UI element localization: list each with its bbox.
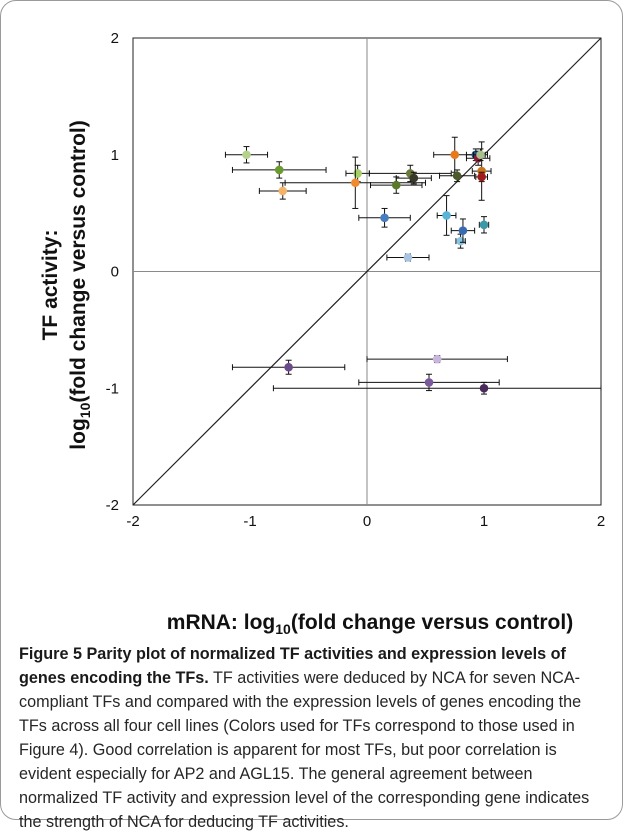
data-point-group xyxy=(231,359,346,375)
x-axis-title: mRNA: log10(fold change versus control) xyxy=(167,611,573,637)
data-point xyxy=(278,186,288,196)
y-axis-title-line2: log10(fold change versus control) xyxy=(67,120,93,449)
data-point xyxy=(479,220,489,230)
x-tick-label: -2 xyxy=(126,513,139,530)
caption-title: Figure 5 Parity plot of normalized TF ac… xyxy=(19,645,566,687)
y-tick-label: 2 xyxy=(111,30,119,47)
y-tick-label: 1 xyxy=(111,147,119,164)
data-point xyxy=(380,213,389,223)
data-point-group xyxy=(455,233,466,249)
data-point-group xyxy=(231,161,327,179)
figure-caption: Figure 5 Parity plot of normalized TF ac… xyxy=(19,642,611,834)
data-point xyxy=(284,362,293,372)
data-point-group xyxy=(368,164,452,183)
data-point-group xyxy=(366,354,508,364)
data-point xyxy=(242,150,251,160)
x-tick-label: -1 xyxy=(243,513,256,530)
data-point xyxy=(456,236,465,246)
x-tick-label: 1 xyxy=(480,513,488,530)
data-point-group xyxy=(358,207,411,228)
data-point-group xyxy=(475,171,489,183)
data-point xyxy=(409,173,419,183)
y-tick-label: 0 xyxy=(111,264,119,281)
data-point xyxy=(452,171,462,181)
data-point xyxy=(450,150,460,160)
y-axis-title-line1: TF activity: xyxy=(39,230,62,341)
data-point-group xyxy=(478,216,490,234)
data-point-group xyxy=(272,381,602,395)
data-point-group xyxy=(258,182,307,200)
parity-line xyxy=(132,37,602,506)
data-point xyxy=(432,354,442,364)
data-point xyxy=(353,169,362,178)
data-point xyxy=(403,253,413,262)
data-point-group xyxy=(386,253,430,262)
parity-scatter-chart: -2 -1 0 1 2 2 1 0 -1 -2 TF activity: log10(fold c… xyxy=(39,30,606,637)
data-point-group xyxy=(472,148,489,162)
y-tick-label: -1 xyxy=(106,380,119,397)
data-point xyxy=(458,226,468,235)
marks-layer xyxy=(224,136,602,395)
caption-body: TF activities were deduced by NCA for se… xyxy=(19,669,590,831)
figure-frame xyxy=(0,0,623,820)
data-point xyxy=(442,211,451,220)
data-point-group xyxy=(395,171,432,185)
y-tick-label: -2 xyxy=(106,497,119,514)
x-tick-label: 0 xyxy=(363,513,371,530)
data-point xyxy=(351,178,360,188)
data-point xyxy=(274,165,284,175)
data-point-group xyxy=(450,218,476,243)
x-tick-label: 2 xyxy=(597,513,605,530)
data-point xyxy=(391,180,401,190)
data-point-group xyxy=(284,156,426,209)
data-point xyxy=(479,383,489,393)
data-point-group xyxy=(224,146,269,164)
axes-layer: -2 -1 0 1 2 2 1 0 -1 -2 xyxy=(106,30,606,530)
data-point-group xyxy=(345,164,370,183)
data-point xyxy=(477,172,486,182)
data-point-group xyxy=(436,195,457,236)
data-point xyxy=(424,378,434,387)
data-point-group xyxy=(439,169,476,183)
data-point xyxy=(476,150,485,160)
